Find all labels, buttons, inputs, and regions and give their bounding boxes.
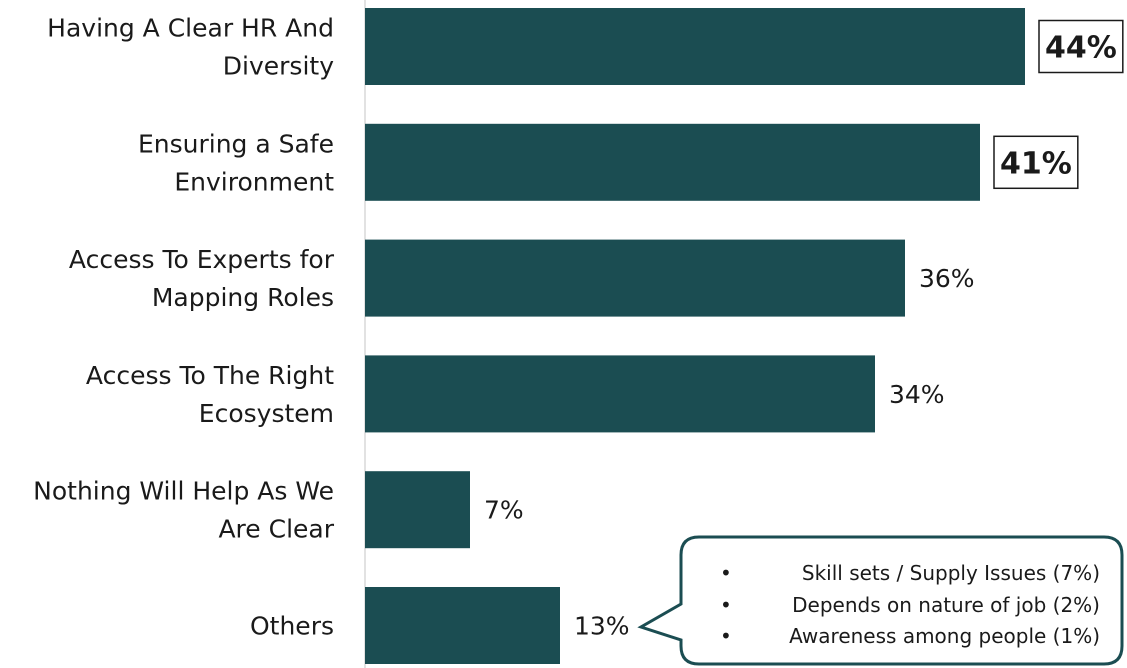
callout-bubble [637,535,1124,666]
value-label-4: 34% [889,380,945,409]
value-label-3: 36% [919,264,975,293]
category-label-4-line-2: Ecosystem [199,399,334,428]
bar-4 [365,355,875,433]
bar-3 [365,239,905,317]
bar-5 [365,471,470,549]
category-label-3-line-2: Mapping Roles [152,283,334,312]
value-label-6: 13% [574,612,630,641]
callout-item-2: Depends on nature of job (2%) [792,593,1100,617]
value-label-5: 7% [484,496,524,525]
category-label-3-line-1: Access To Experts for [69,245,335,274]
callout-item-1: Skill sets / Supply Issues (7%) [802,561,1100,585]
value-highlight-box-2 [993,135,1079,190]
bar-1 [365,8,1025,85]
callout-item-3: Awareness among people (1%) [789,624,1100,648]
category-label-5-line-1: Nothing Will Help As We [33,477,334,506]
value-highlight-box-1 [1038,19,1124,74]
value-label-1: 44% [1045,31,1117,66]
category-label-1-line-1: Having A Clear HR And [47,14,334,43]
value-label-2: 41% [1000,146,1072,181]
category-label-4-line-1: Access To The Right [86,361,334,390]
bar-6 [365,587,560,664]
category-label-1-line-2: Diversity [223,52,334,81]
category-label-5-line-2: Are Clear [218,515,334,544]
callout-bullet-1: • [720,561,732,585]
category-label-2-line-2: Environment [174,167,334,196]
callout-bullet-2: • [720,593,732,617]
callout-bullet-3: • [720,624,732,648]
bar-2 [365,123,980,201]
category-label-6: Others [250,612,334,641]
category-label-2-line-1: Ensuring a Safe [138,129,334,158]
